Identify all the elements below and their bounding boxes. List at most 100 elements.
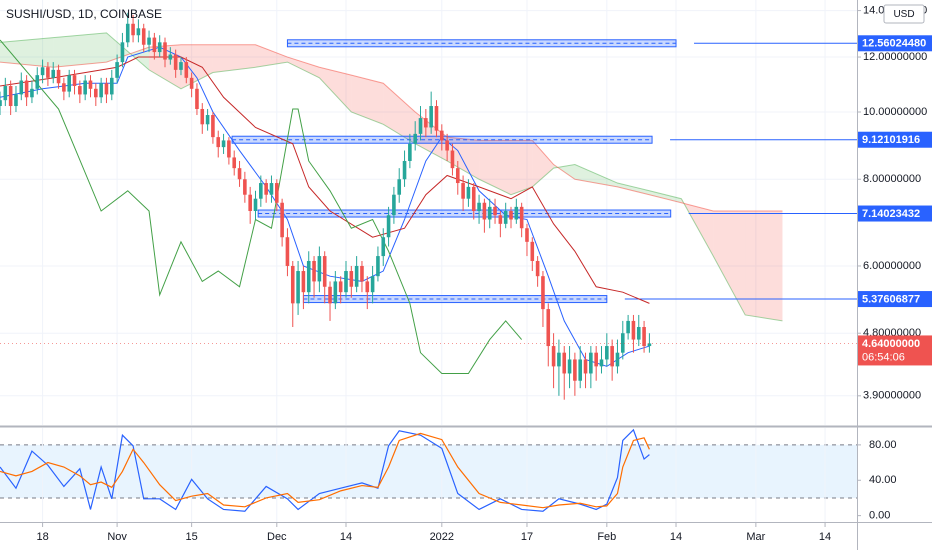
candle-body [573,359,577,381]
candle-body [269,183,274,195]
candle-body [216,137,221,148]
candle-body [88,80,93,89]
candle-body [519,206,524,229]
candle-body [376,256,380,277]
candle-body [514,206,519,220]
candle-body [0,100,2,107]
candle-body [551,346,556,367]
candle-body [370,276,375,293]
candle-body [163,42,167,60]
series-line [0,428,650,512]
y-tick-label: 6.00000000 [863,260,921,272]
candle-body [589,352,593,374]
candle-body [56,69,61,84]
candle-body [19,80,24,95]
candle-body [631,320,636,340]
candle-body [525,228,529,242]
candle-body [354,265,359,287]
candle-body [365,281,370,293]
currency-box[interactable] [883,4,925,24]
candle-body [46,67,50,78]
candle-body [530,241,535,261]
candle-body [173,54,178,70]
candle-body [259,183,263,199]
chart-title: SUSHI/USD, 1D, COINBASE [6,7,162,21]
candle-body [306,260,311,293]
candle-body [620,333,625,353]
x-tick-label: Feb [597,531,616,543]
candle-body [381,237,386,257]
candle-body [413,133,417,144]
candle-body [642,327,646,347]
cloud-segment [574,164,618,187]
candle-body [328,286,332,304]
x-tick-label: Dec [267,531,287,543]
cloud-segment [212,44,256,73]
last-price-label: 4.64000000 [862,338,920,350]
candle-body [418,118,423,134]
candle-body [440,130,444,141]
candle-body [392,194,396,216]
candle-body [72,75,77,87]
candle-body [509,211,513,220]
candle-body [626,320,630,334]
candle-body [349,271,354,287]
candle-body [104,83,109,95]
candle-body [541,276,545,310]
candle-body [264,183,268,195]
candle-body [184,62,189,78]
y-tick-label: 12.00000000 [863,51,927,63]
candle-body [578,359,583,381]
candle-body [605,346,609,360]
cloud-segment [0,37,54,68]
level-price-box [858,205,932,222]
candle-body [344,271,348,293]
candle-body [290,265,295,304]
candle-body [205,115,210,125]
candle-body [546,309,551,347]
candle-body [285,237,290,266]
candle-body [562,352,567,374]
x-tick-label: 14 [670,531,682,543]
candle-body [14,94,18,107]
candle-body [189,77,194,89]
candle-body [402,160,407,180]
candle-body [227,140,231,158]
y-tick-label: 8.00000000 [863,173,921,185]
candle-body [445,140,449,151]
band-fill [0,444,857,498]
candle-body [136,28,141,36]
candle-body [152,37,157,53]
candle-body [471,186,476,212]
candle-body [35,75,40,89]
candle-body [482,202,487,220]
x-tick-label: 18 [36,531,48,543]
candle-body [120,42,125,63]
candle-body [3,86,8,101]
x-tick-label: 15 [186,531,198,543]
cloud-segment [351,75,384,125]
candle-body [109,77,114,95]
candle-body [94,88,98,98]
candle-body [429,106,433,128]
candle-body [450,150,455,169]
candle-body [115,62,119,78]
currency[interactable]: USD [893,9,914,20]
series-line [0,432,650,509]
candle-body [333,281,338,304]
x-tick-label: 14 [340,531,352,543]
y-tick-label: 3.90000000 [863,390,921,402]
cloud-segment [180,44,213,89]
cloud-segment [53,32,107,68]
candle-body [211,115,215,138]
candle-body [296,271,300,304]
candle-body [83,80,87,95]
candle-body [567,359,572,374]
candle-body [636,327,641,340]
x-tick-label: 14 [819,531,831,543]
candle-body [200,108,205,125]
